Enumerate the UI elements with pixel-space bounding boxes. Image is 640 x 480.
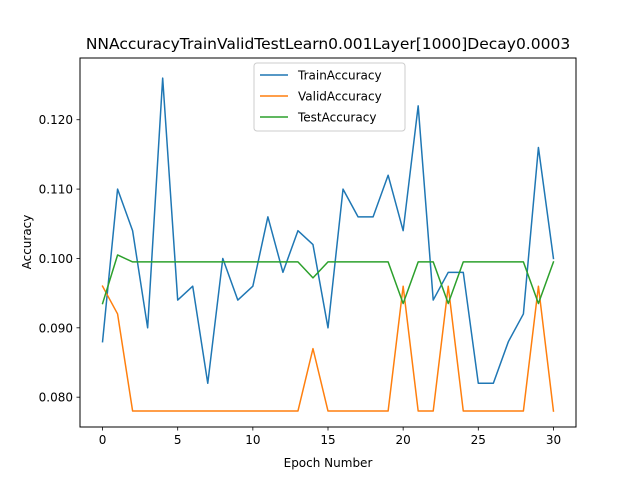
x-tick-label: 30 [546,433,561,447]
y-tick-label: 0.080 [39,391,73,405]
x-tick-label: 15 [320,433,335,447]
y-tick-label: 0.100 [39,252,73,266]
y-axis-label: Accuracy [20,215,34,270]
legend: TrainAccuracy ValidAccuracy TestAccuracy [254,63,405,131]
x-tick-label: 5 [174,433,182,447]
legend-label-0: TrainAccuracy [297,69,382,83]
x-tick-label: 0 [99,433,107,447]
y-tick-label: 0.120 [39,113,73,127]
y-tick-label: 0.110 [39,183,73,197]
x-axis-label: Epoch Number [284,456,373,470]
x-tick-label: 25 [471,433,486,447]
x-tick-label: 20 [396,433,411,447]
chart-title: NNAccuracyTrainValidTestLearn0.001Layer[… [86,35,570,53]
y-tick-label: 0.090 [39,321,73,335]
x-tick-label: 10 [245,433,260,447]
legend-label-1: ValidAccuracy [298,90,382,104]
legend-label-2: TestAccuracy [297,111,376,125]
